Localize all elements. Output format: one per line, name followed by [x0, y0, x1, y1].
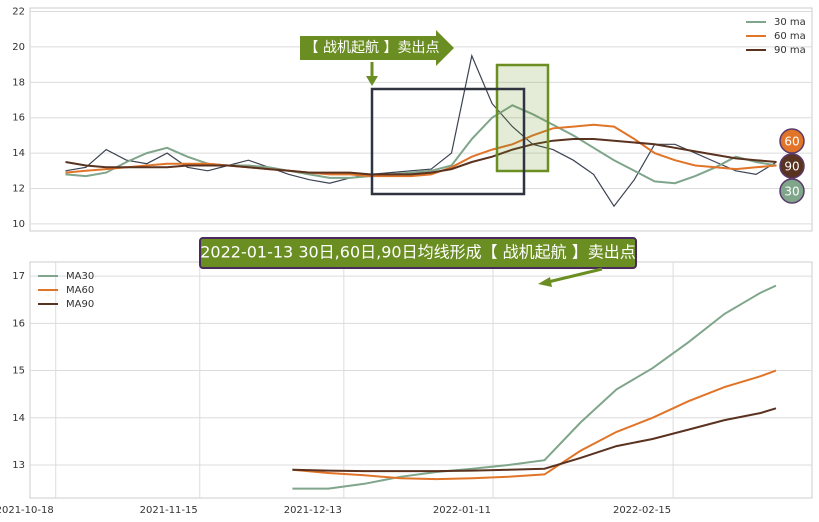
legend-label: MA60 [66, 285, 94, 296]
y-tick-label: 18 [12, 77, 25, 88]
legend-label: 60 ma [774, 31, 806, 42]
legend-label: 30 ma [774, 17, 806, 28]
y-tick-label: 22 [12, 7, 25, 18]
end-badge [779, 178, 805, 204]
banner [199, 237, 637, 269]
x-tick-label: 2021-10-18 [0, 505, 54, 516]
arrow-label: 【 战机起航 】卖出点 [305, 40, 440, 56]
highlight-box [495, 63, 550, 173]
series-line [292, 407, 777, 473]
y-tick-label: 14 [12, 413, 25, 424]
y-tick-label: 13 [12, 460, 25, 471]
arrow-box [300, 30, 454, 66]
series-line [65, 104, 777, 185]
series-line [65, 123, 777, 178]
x-tick-label: 2022-01-11 [433, 505, 491, 516]
end-badge-label: 90 [784, 160, 799, 174]
y-tick-label: 10 [12, 219, 25, 230]
banner-arrow-head [538, 277, 552, 287]
legend-label: MA90 [66, 299, 94, 310]
x-tick-label: 2021-12-13 [284, 505, 342, 516]
end-badge [779, 128, 805, 154]
legend-label: MA30 [66, 271, 94, 282]
series-line [65, 138, 777, 176]
y-tick-label: 14 [12, 148, 25, 159]
banner-text: 2022-01-13 30日,60日,90日均线形成【 战机起航 】卖出点 [200, 243, 636, 262]
y-tick-label: 17 [12, 271, 25, 282]
y-tick-label: 16 [12, 113, 25, 124]
y-tick-label: 16 [12, 318, 25, 329]
down-arrow-head [366, 76, 378, 86]
end-badge-label: 60 [784, 135, 799, 149]
bottom-frame [29, 261, 813, 499]
legend-label: 90 ma [774, 45, 806, 56]
series-line [292, 369, 777, 481]
end-badge-label: 30 [784, 185, 799, 199]
series-line [292, 284, 777, 490]
x-tick-label: 2022-02-15 [613, 505, 671, 516]
y-tick-label: 20 [12, 42, 25, 53]
x-tick-label: 2021-11-15 [140, 505, 198, 516]
banner-arrow [547, 267, 603, 284]
y-tick-label: 12 [12, 184, 25, 195]
y-tick-label: 15 [12, 366, 25, 377]
focus-box [370, 87, 526, 196]
end-badge [779, 153, 805, 179]
